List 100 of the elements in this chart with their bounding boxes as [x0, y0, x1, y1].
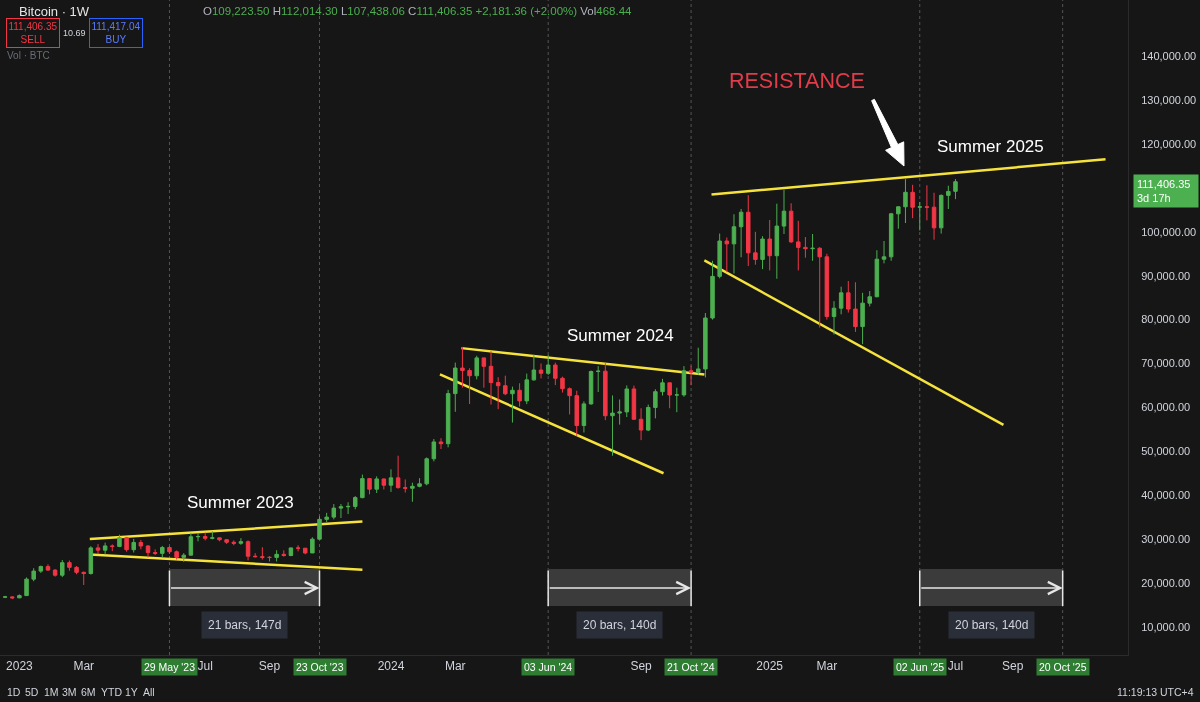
candlestick — [803, 236, 808, 259]
y-tick-label: 90,000.00 — [1141, 269, 1191, 282]
candlestick — [138, 539, 144, 550]
candlestick — [88, 545, 94, 576]
candlestick — [667, 382, 672, 409]
candlestick — [281, 549, 287, 558]
text: 5D — [25, 686, 39, 698]
candlestick — [117, 534, 122, 548]
candlestick — [360, 474, 365, 499]
candlestick — [24, 576, 29, 597]
candlestick — [210, 530, 215, 540]
annotation: Vol · BTC — [7, 50, 50, 61]
annotation: Summer 2023 — [187, 493, 294, 512]
candlestick — [274, 549, 279, 562]
candlestick — [38, 565, 44, 574]
candlestick — [124, 536, 129, 553]
candlestick — [581, 400, 587, 434]
candlestick — [660, 378, 665, 397]
candlestick — [538, 363, 544, 379]
candlestick — [631, 385, 637, 421]
candlestick — [424, 456, 429, 486]
candlestick — [431, 438, 437, 462]
candlestick — [831, 300, 837, 336]
candlestick — [453, 362, 458, 413]
candlestick — [574, 390, 580, 437]
candlestick — [438, 437, 444, 450]
candlestick — [110, 543, 115, 552]
candlestick — [938, 193, 944, 235]
candlestick — [267, 555, 272, 562]
candlestick — [510, 386, 515, 424]
candlestick — [410, 482, 415, 503]
candlestick — [681, 365, 687, 398]
candlestick — [2, 595, 8, 599]
candlestick — [767, 219, 772, 271]
candlestick — [202, 532, 208, 541]
candlestick — [653, 388, 658, 419]
text: 3M — [62, 686, 77, 698]
candlestick — [874, 249, 880, 298]
candlestick — [810, 233, 815, 262]
candlestick — [746, 194, 751, 267]
candlestick — [181, 552, 186, 563]
candlestick — [824, 253, 830, 321]
candlestick — [67, 559, 72, 572]
candlestick — [903, 178, 908, 224]
candlestick — [760, 235, 765, 270]
text: O109,223.50 H112,014.30 L107,438.06 C111,406.35 +2,181.36 (+2.00%) Vol468.44 — [203, 5, 632, 17]
annotation: 111,406.35 SELL — [8, 21, 58, 45]
candlestick — [867, 290, 872, 307]
candlestick — [338, 503, 344, 519]
band-label: 20 bars, 140d — [583, 618, 657, 632]
candlestick — [953, 178, 958, 200]
candlestick — [60, 559, 65, 578]
annotation: 111,417.04 BUY — [91, 21, 141, 45]
y-tick-label: 70,000.00 — [1141, 357, 1191, 370]
candlestick — [245, 539, 251, 561]
ref-line-label: 21 Oct '24 — [667, 661, 715, 673]
candlestick — [481, 357, 487, 389]
annotation: Summer 2024 — [567, 326, 674, 345]
ref-line-label: 02 Jun '25 — [896, 661, 945, 673]
candlestick — [817, 246, 822, 328]
text: 1D — [7, 686, 21, 698]
candlestick — [288, 547, 294, 557]
text: 11:19:13 UTC+4 — [1117, 686, 1194, 698]
candlestick — [238, 537, 244, 546]
candlestick — [474, 355, 479, 380]
candlestick — [352, 495, 358, 510]
y-tick-label: 30,000.00 — [1141, 532, 1191, 545]
candlestick — [674, 387, 680, 413]
ref-line-label: 03 Jun '24 — [524, 661, 573, 673]
candlestick — [81, 571, 86, 586]
x-tick-label: Jul — [197, 659, 213, 674]
ref-line-label: 23 Oct '23 — [296, 661, 344, 673]
y-tick-label: 10,000.00 — [1141, 620, 1191, 633]
ref-line-label: 20 Oct '25 — [1039, 661, 1087, 673]
x-tick-label: 2023 — [6, 659, 34, 674]
candlestick — [645, 404, 651, 432]
candlestick — [145, 544, 151, 558]
candlestick — [403, 478, 408, 494]
x-tick-label: 2024 — [377, 659, 405, 674]
text: 6M — [81, 686, 96, 698]
text: 1Y — [125, 686, 138, 698]
candlestick — [724, 237, 730, 273]
text: 111,406.35 3d 17h — [1137, 178, 1191, 205]
x-tick-label: Sep — [630, 659, 653, 674]
ref-line-label: 29 May '23 — [144, 661, 196, 673]
candlestick — [445, 389, 451, 448]
x-tick-label: Sep — [1001, 659, 1024, 674]
candlestick — [467, 367, 472, 405]
candlestick — [553, 362, 558, 386]
candlestick — [603, 362, 608, 421]
band-label: 20 bars, 140d — [955, 618, 1029, 632]
candlestick — [567, 386, 572, 415]
candlestick — [595, 365, 601, 393]
candlestick — [703, 312, 708, 378]
candlestick — [531, 354, 537, 382]
candlestick — [881, 240, 887, 264]
band-label: 21 bars, 147d — [208, 618, 282, 632]
candlestick — [931, 192, 937, 241]
candlestick — [195, 532, 201, 542]
text: YTD — [101, 686, 123, 698]
